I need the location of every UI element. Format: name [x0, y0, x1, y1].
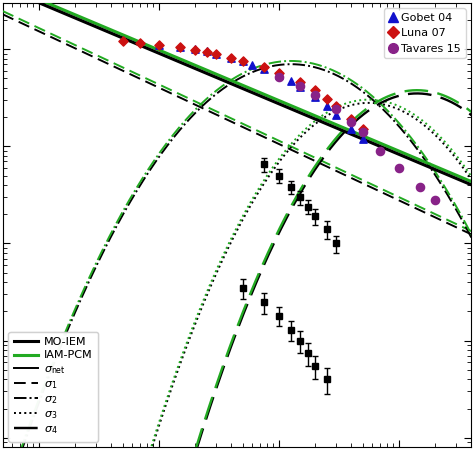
Point [228, 54, 235, 61]
Point [296, 82, 304, 90]
Point [359, 126, 366, 133]
Point [203, 48, 210, 55]
Legend: MO-IEM, IAM-PCM, $\sigma_\mathrm{net}$, $\sigma_1$, $\sigma_2$, $\sigma_3$, $\si: MO-IEM, IAM-PCM, $\sigma_\mathrm{net}$, … [9, 332, 98, 441]
Point [176, 44, 184, 51]
Point [212, 50, 220, 57]
Point [155, 41, 163, 49]
Point [212, 50, 220, 57]
Point [260, 64, 268, 71]
Point [311, 94, 319, 101]
Point [431, 196, 439, 203]
Point [347, 116, 355, 123]
Point [332, 112, 340, 119]
Point [332, 106, 340, 113]
Point [347, 126, 355, 133]
Point [248, 61, 256, 68]
Point [395, 164, 403, 171]
Point [239, 58, 246, 65]
Point [347, 118, 355, 125]
Point [203, 48, 210, 55]
Point [311, 91, 319, 98]
Point [296, 83, 304, 90]
Point [191, 45, 199, 53]
Point [376, 147, 384, 154]
Point [359, 129, 366, 136]
Point [332, 103, 340, 110]
Point [311, 86, 319, 94]
Point [191, 46, 199, 53]
Point [323, 103, 330, 110]
Point [155, 41, 163, 49]
Point [119, 38, 127, 45]
Point [416, 184, 424, 191]
Point [260, 66, 268, 73]
Point [275, 72, 283, 79]
Point [296, 78, 304, 86]
Point [323, 95, 330, 102]
Point [275, 69, 283, 76]
Point [137, 40, 144, 47]
Point [359, 135, 366, 142]
Point [239, 57, 246, 64]
Point [228, 54, 235, 61]
Point [275, 73, 283, 81]
Point [176, 44, 184, 51]
Point [287, 77, 294, 85]
